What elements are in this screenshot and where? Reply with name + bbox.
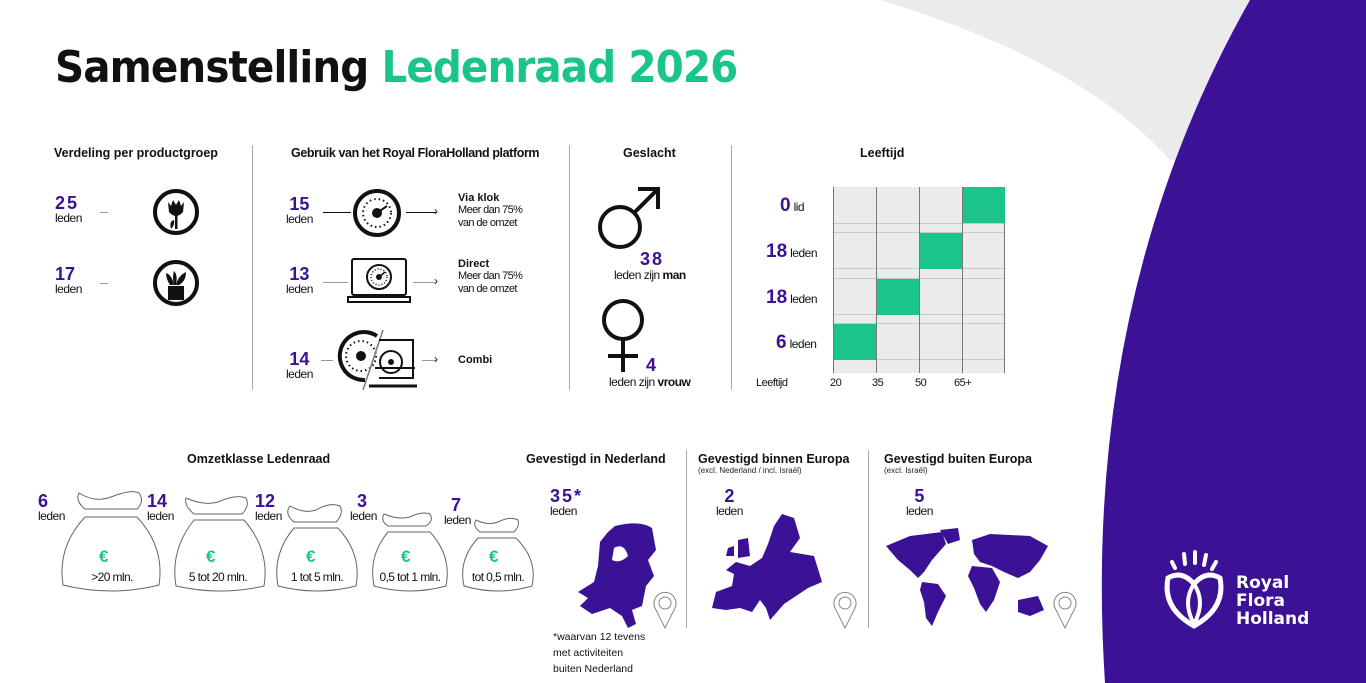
world-map-icon xyxy=(886,528,1048,626)
logo-text: Royal Flora Holland xyxy=(1236,573,1310,629)
footnote: *waarvan 12 tevens met activiteiten buit… xyxy=(553,631,646,675)
platform-title: Gebruik van het Royal FloraHolland platf… xyxy=(291,146,540,160)
female-label: leden zijn vrouw xyxy=(609,375,691,389)
loc-world-count: 5 leden xyxy=(906,486,933,518)
age-row-20-35: 6 leden xyxy=(776,332,817,353)
location-pin-icon xyxy=(653,591,677,630)
platform-item-klok: 15 leden xyxy=(286,194,313,226)
arrow-icon: › xyxy=(434,352,438,366)
money-bag-icon xyxy=(276,504,358,592)
female-symbol-icon xyxy=(602,299,644,372)
location-pin-icon xyxy=(1053,591,1077,630)
royal-floraholland-logo-icon xyxy=(1164,550,1224,629)
productgroep-item-plants: 17 leden xyxy=(55,264,82,296)
money-bag-icon xyxy=(61,491,161,592)
age-row-65plus: 0 lid xyxy=(780,195,805,216)
combi-clock-laptop-icon xyxy=(337,329,417,390)
tulip-icon xyxy=(153,189,199,235)
omzet-count-3: 12 leden xyxy=(255,491,282,523)
age-cell-35-50 xyxy=(877,279,919,315)
omzet-range-4: 0,5 tot 1 mln. xyxy=(379,570,442,584)
euro-icon: € xyxy=(489,547,499,566)
age-row-35-50: 18 leden xyxy=(766,287,818,308)
loc-eu-subtitle: (excl. Nederland / incl. Israël) xyxy=(698,466,802,475)
male-label: leden zijn man xyxy=(614,268,686,282)
title-accent: Ledenraad 2026 xyxy=(381,42,738,93)
money-bag-icon xyxy=(372,512,448,592)
age-tick: 50 xyxy=(915,377,927,389)
euro-icon: € xyxy=(401,547,411,566)
loc-nl-count: 35* leden xyxy=(550,486,584,518)
platform-label-combi: Combi xyxy=(458,354,493,366)
omzet-range-2: 5 tot 20 mln. xyxy=(188,570,248,584)
platform-label-direct: Direct Meer dan 75% van de omzet xyxy=(458,258,523,295)
platform-item-combi: 14 leden xyxy=(286,349,313,381)
euro-icon: € xyxy=(306,547,316,566)
page-title: Samenstelling Ledenraad 2026 xyxy=(55,42,738,93)
money-bag-icon xyxy=(174,496,266,592)
loc-eu-count: 2 leden xyxy=(716,486,743,518)
omzet-count-1: 6 leden xyxy=(38,491,65,523)
age-tick: 65+ xyxy=(954,377,972,389)
clock-icon xyxy=(353,189,401,237)
age-cell-65plus xyxy=(963,187,1005,223)
europe-map-icon xyxy=(712,514,822,620)
laptop-clock-icon xyxy=(347,258,411,303)
euro-icon: € xyxy=(99,547,109,566)
platform-item-direct: 13 leden xyxy=(286,264,313,296)
leeftijd-title: Leeftijd xyxy=(860,146,905,160)
productgroep-item-flowers: 25 leden xyxy=(55,193,82,225)
age-tick: 20 xyxy=(830,377,842,389)
age-row-50-65: 18 leden xyxy=(766,241,818,262)
money-bag-icon xyxy=(462,517,534,592)
omzet-count-5: 7 leden xyxy=(444,495,471,527)
omzet-count-4: 3 leden xyxy=(350,491,377,523)
omzet-count-2: 14 leden xyxy=(147,491,174,523)
age-grid xyxy=(833,187,1005,373)
loc-world-title: Gevestigd buiten Europa xyxy=(884,452,1032,466)
productgroep-title: Verdeling per productgroep xyxy=(54,146,218,160)
age-cell-50-65 xyxy=(920,233,962,269)
male-symbol-icon xyxy=(598,187,660,249)
geslacht-title: Geslacht xyxy=(623,146,676,160)
female-count: 4 xyxy=(646,355,657,375)
omzetklasse-title: Omzetklasse Ledenraad xyxy=(187,452,331,466)
age-tick: 35 xyxy=(872,377,884,389)
omzet-range-1: >20 mln. xyxy=(91,570,133,584)
male-count: 38 xyxy=(640,249,665,269)
omzet-range-3: 1 tot 5 mln. xyxy=(290,570,344,584)
location-pin-icon xyxy=(833,591,857,630)
age-cell-20-35 xyxy=(834,324,876,360)
loc-nl-title: Gevestigd in Nederland xyxy=(526,452,666,466)
netherlands-map-icon xyxy=(578,523,656,628)
loc-eu-title: Gevestigd binnen Europa xyxy=(698,452,850,466)
platform-label-klok: Via klok Meer dan 75% van de omzet xyxy=(458,192,523,229)
euro-icon: € xyxy=(206,547,216,566)
arrow-icon: › xyxy=(434,204,438,218)
potted-plant-icon xyxy=(153,260,199,306)
age-axis-label: Leeftijd xyxy=(756,377,788,389)
arrow-icon: › xyxy=(434,274,438,288)
loc-world-subtitle: (excl. Israël) xyxy=(884,466,928,475)
omzet-range-5: tot 0,5 mln. xyxy=(471,570,525,584)
